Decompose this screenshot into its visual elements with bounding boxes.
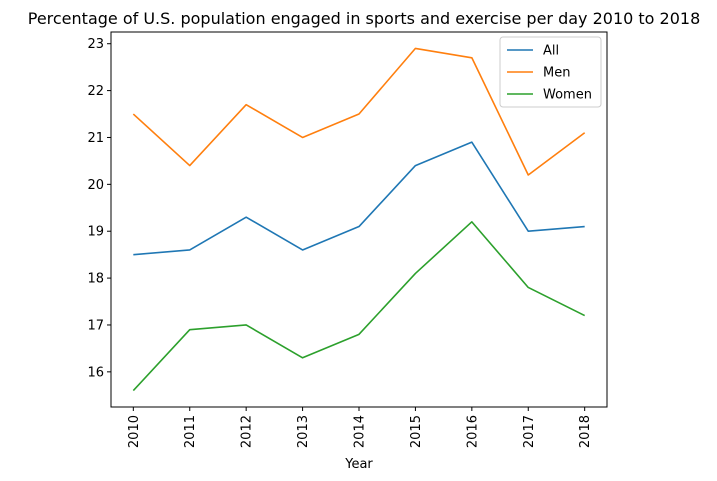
x-tick-label: 2013 xyxy=(296,415,311,448)
chart-title: Percentage of U.S. population engaged in… xyxy=(28,9,701,28)
x-tick-label: 2011 xyxy=(183,415,198,448)
y-tick-label: 16 xyxy=(87,365,104,380)
series-line-all xyxy=(133,142,584,255)
y-axis: 16 17 18 19 20 21 22 23 xyxy=(87,37,111,380)
x-tick-label: 2015 xyxy=(409,415,424,448)
x-axis: 2010 2011 2012 2013 2014 2015 2016 2017 2018 xyxy=(127,407,593,448)
x-tick-label: 2010 xyxy=(127,415,142,448)
legend-label: Women xyxy=(543,88,592,103)
x-axis-label: Year xyxy=(344,457,373,472)
y-tick-label: 22 xyxy=(87,84,104,99)
legend-label: Men xyxy=(543,66,570,81)
x-tick-label: 2016 xyxy=(465,415,480,448)
x-tick-label: 2017 xyxy=(522,415,537,448)
x-tick-label: 2014 xyxy=(353,415,368,448)
series-line-women xyxy=(133,222,584,391)
x-tick-label: 2012 xyxy=(240,415,255,448)
legend-label: All xyxy=(543,44,559,59)
legend: All Men Women xyxy=(500,37,601,107)
y-tick-label: 18 xyxy=(87,272,104,287)
x-tick-label: 2018 xyxy=(578,415,593,448)
y-tick-label: 20 xyxy=(87,178,104,193)
y-tick-label: 23 xyxy=(87,37,104,52)
y-tick-label: 17 xyxy=(87,318,104,333)
y-tick-label: 19 xyxy=(87,225,104,240)
y-tick-label: 21 xyxy=(87,131,104,146)
